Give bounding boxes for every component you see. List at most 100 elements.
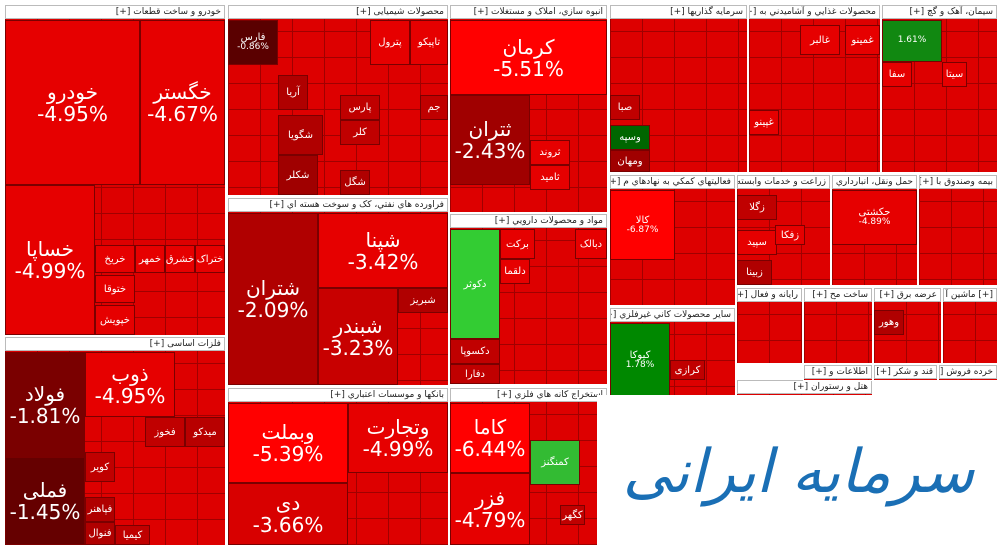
stock-tile[interactable]: زفکا	[775, 225, 805, 245]
sector-title[interactable]: هتل و رستوران [+]	[737, 380, 872, 394]
sector: محصولات شیمیایی [+] فارس -0.86% پترول تاپیکو…	[227, 4, 449, 196]
stock-tile[interactable]: دفارا	[450, 364, 500, 384]
stock-tile[interactable]: خشرق	[165, 245, 195, 273]
stock-tile[interactable]: دلقما	[500, 259, 530, 284]
stock-tile[interactable]: وسپه	[610, 125, 650, 150]
stock-tile[interactable]: پارس	[340, 95, 380, 120]
stock-tile[interactable]: شگویا	[278, 115, 323, 155]
stock-tile[interactable]: فولاد -1.81%	[5, 352, 85, 457]
stock-tile[interactable]: غمینو	[845, 25, 880, 55]
sector-title[interactable]: محصولات شیمیایی [+]	[228, 5, 448, 19]
sector-title[interactable]: عرضه برق [+]	[874, 288, 941, 302]
stock-tile[interactable]: میدکو	[185, 417, 225, 447]
stock-label: وتجارت	[366, 415, 430, 439]
stock-tile[interactable]: کمنگنز	[530, 440, 580, 485]
stock-label: کمنگنز	[541, 457, 569, 468]
sector-title[interactable]: زراعت و خدمات وابسته [+]	[737, 175, 830, 189]
stock-tile[interactable]: دکوثر	[450, 229, 500, 339]
stock-tile[interactable]: فارس -0.86%	[228, 20, 278, 65]
sector-title[interactable]: مواد و محصولات دارويي [+]	[450, 214, 607, 228]
stock-tile[interactable]: فپاهنر	[85, 497, 115, 522]
stock-tile[interactable]: کیوکا 1.78%	[610, 323, 670, 398]
stock-tile[interactable]: زبینا	[737, 260, 772, 285]
stock-tile[interactable]: آریا	[278, 75, 308, 110]
stock-tile[interactable]: فخوز	[145, 417, 185, 447]
stock-tile[interactable]: کرازی	[670, 360, 705, 380]
stock-tile[interactable]: دکسوپا	[450, 339, 500, 364]
stock-tile[interactable]: کرمان -5.51%	[450, 20, 607, 95]
stock-tile[interactable]: جم	[420, 95, 448, 120]
stock-tile[interactable]: شگل	[340, 170, 370, 195]
sector-title[interactable]: خرده فروش [+]	[939, 365, 997, 379]
stock-tile[interactable]: ذوب -4.95%	[85, 352, 175, 417]
sector-title[interactable]: خودرو و ساخت قطعات [+]	[5, 5, 225, 19]
stock-tile[interactable]: ختوقا	[95, 275, 135, 303]
stock-tile[interactable]: زگلا	[737, 195, 777, 220]
stock-tile[interactable]: وهور	[874, 310, 904, 335]
stock-tile[interactable]: سپید	[737, 230, 777, 255]
stock-label: دکسوپا	[460, 346, 490, 357]
sector-title[interactable]: بانکها و موسسات اعتباري [+]	[228, 388, 448, 402]
stock-tile[interactable]: ثامید	[530, 165, 570, 190]
stock-tile[interactable]: غپینو	[749, 110, 779, 135]
sector-title[interactable]: فعاليتهاي کمکي به نهادهاي م [+]	[610, 175, 735, 189]
sector-title[interactable]: قند و شکر [+]	[874, 365, 937, 379]
stock-tile[interactable]: شبریز	[398, 288, 448, 313]
stock-tile[interactable]: خساپا -4.99%	[5, 185, 95, 335]
sector-title[interactable]: محصولات غذايي و آشاميدني به [+]	[749, 5, 880, 19]
stock-tile[interactable]: ثروند	[530, 140, 570, 165]
stock-tile[interactable]: خپویش	[95, 305, 135, 335]
stock-tile[interactable]: تاپیکو	[410, 20, 448, 65]
stock-tile[interactable]: وتجارت -4.99%	[348, 403, 448, 473]
stock-tile[interactable]: کیمیا	[115, 525, 150, 545]
stock-tile[interactable]: ومهان	[610, 150, 650, 172]
stock-tile[interactable]: دبالک	[575, 229, 607, 259]
sector-title[interactable]: رايانه و فعال [+]	[737, 288, 802, 302]
sector-title[interactable]: انبوه سازي، املاک و مستغلات [+]	[450, 5, 607, 19]
stock-tile[interactable]: برکت	[500, 229, 535, 259]
stock-tile[interactable]: دی -3.66%	[228, 483, 348, 545]
stock-tile[interactable]: فزر -4.79%	[450, 473, 530, 545]
stock-tile[interactable]: شتران -2.09%	[228, 213, 318, 385]
sector-title[interactable]: ساخت مح [+]	[804, 288, 872, 302]
stock-tile[interactable]: کاما -6.44%	[450, 403, 530, 473]
stock-label: ثتران	[468, 117, 512, 141]
sector-title[interactable]: اطلاعات و [+]	[804, 365, 872, 379]
sector-title[interactable]: حمل ونقل، انبارداري [+]	[832, 175, 917, 189]
stock-tile[interactable]: شکلر	[278, 155, 318, 195]
stock-tile[interactable]: شبندر -3.23%	[318, 288, 398, 385]
stock-tile[interactable]: شپنا -3.42%	[318, 213, 448, 288]
stock-tile[interactable]: فملی -1.45%	[5, 457, 85, 545]
sector-title[interactable]: بيمه وصندوق با [+]	[919, 175, 997, 189]
stock-tile[interactable]: کگهر	[560, 505, 585, 525]
stock-tile[interactable]: فنوال	[85, 522, 115, 545]
stock-tile[interactable]: خگستر -4.67%	[140, 20, 225, 185]
sector-title[interactable]: فلزات اساسی [+]	[5, 337, 225, 351]
stock-tile[interactable]: حکشتی -4.89%	[832, 190, 917, 245]
sector-title[interactable]: ساير محصولات کاني غيرفلزي [+]	[610, 308, 735, 322]
stock-tile[interactable]: خمهر	[135, 245, 165, 273]
sector-title[interactable]: فراورده هاي نفتي، کک و سوخت هسته اي [+]	[228, 198, 448, 212]
sector-title[interactable]: سرمايه گذاريها [+]	[610, 5, 747, 19]
sector-title[interactable]: استخراج کانه هاي فلزي [+]	[450, 388, 607, 402]
stock-tile[interactable]: ختراک	[195, 245, 225, 273]
stock-tile[interactable]: خریخ	[95, 245, 135, 273]
stock-tile[interactable]: 1.61%	[882, 20, 942, 62]
stock-tile[interactable]: ثتران -2.43%	[450, 95, 530, 185]
sector-title[interactable]: [+] ماشين آ	[943, 288, 997, 302]
sector-title[interactable]: سيمان، آهک و گچ [+]	[882, 5, 997, 19]
stock-tile[interactable]: کالا -6.87%	[610, 190, 675, 260]
stock-label: فولاد	[24, 381, 66, 406]
sector: ساخت مح [+]	[803, 287, 873, 364]
stock-tile[interactable]: صبا	[610, 95, 640, 120]
stock-tile[interactable]: غالبر	[800, 25, 840, 55]
stock-tile[interactable]: خودرو -4.95%	[5, 20, 140, 185]
stock-tile[interactable]: سیتا	[942, 62, 967, 87]
stock-tile[interactable]: کلر	[340, 120, 380, 145]
stock-tile[interactable]: کویر	[85, 452, 115, 482]
stock-label: کویر	[90, 461, 110, 473]
stock-tile[interactable]: سفا	[882, 62, 912, 87]
stock-label: خگستر	[153, 79, 212, 104]
stock-tile[interactable]: پترول	[370, 20, 410, 65]
stock-tile[interactable]: وبملت -5.39%	[228, 403, 348, 483]
